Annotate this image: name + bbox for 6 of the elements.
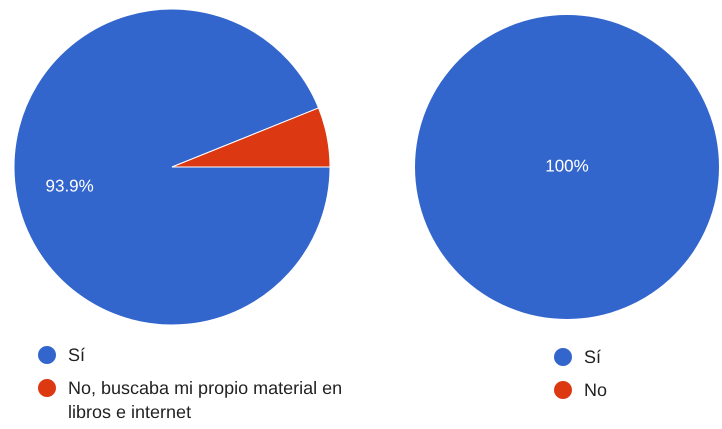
legend-label: Sí <box>68 344 86 367</box>
legend-label: Sí <box>584 346 602 369</box>
data-label: 93.9% <box>46 176 94 196</box>
legend-label: No <box>584 379 608 402</box>
data-label: 100% <box>545 156 589 176</box>
legend-label: No, buscaba mi propio material en libros e internet <box>68 377 344 424</box>
